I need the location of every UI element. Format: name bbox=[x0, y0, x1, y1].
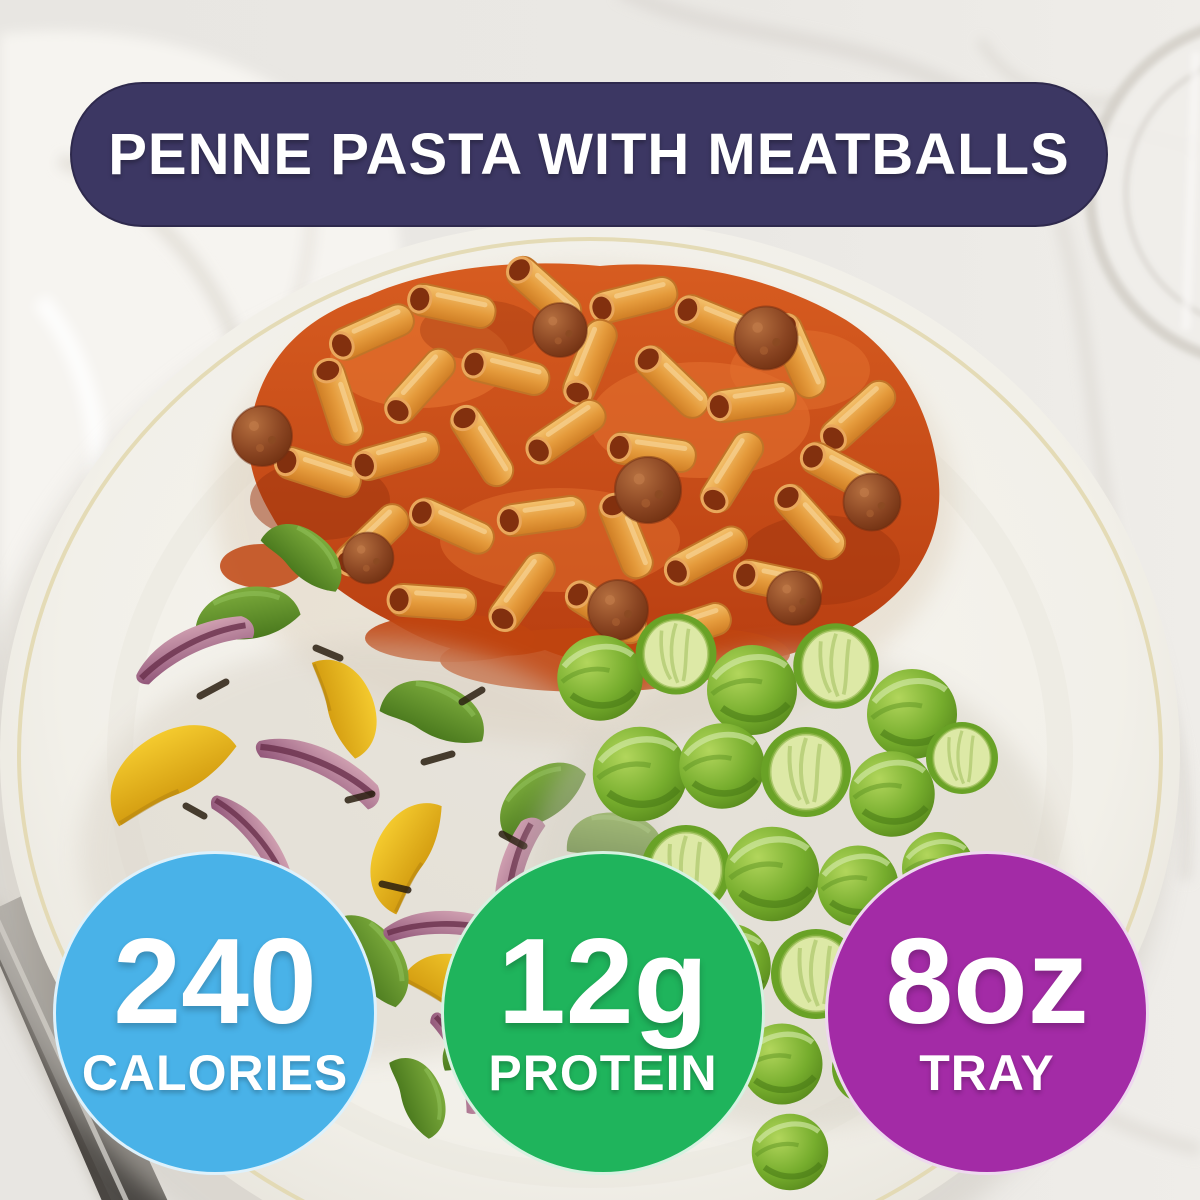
title-banner: PENNE PASTA WITH MEATBALLS bbox=[70, 82, 1108, 227]
protein-label: PROTEIN bbox=[488, 1044, 718, 1101]
protein-value: 12g bbox=[497, 913, 709, 1050]
product-title: PENNE PASTA WITH MEATBALLS bbox=[108, 122, 1070, 187]
calories-badge: 240 CALORIES bbox=[53, 851, 377, 1175]
tray-label: TRAY bbox=[919, 1044, 1055, 1101]
pasta-with-meatballs bbox=[215, 251, 955, 745]
protein-badge: 12g PROTEIN bbox=[441, 851, 765, 1175]
tray-badge: 8oz TRAY bbox=[825, 851, 1149, 1175]
calories-label: CALORIES bbox=[81, 1044, 349, 1101]
calories-value: 240 bbox=[113, 913, 317, 1050]
tray-value: 8oz bbox=[885, 913, 1089, 1050]
